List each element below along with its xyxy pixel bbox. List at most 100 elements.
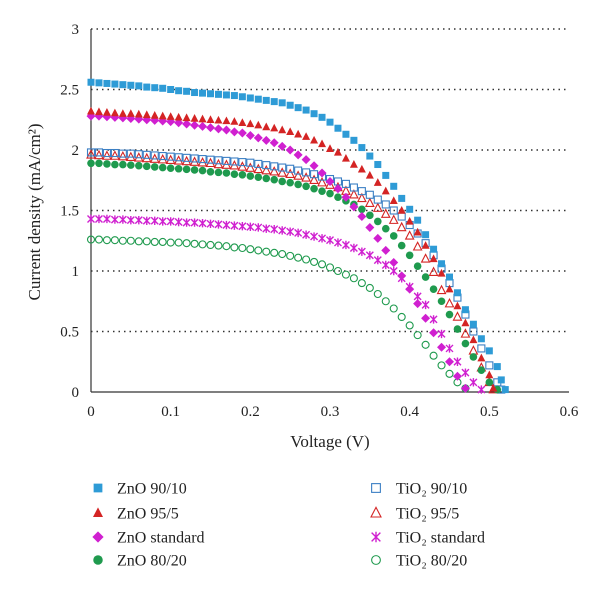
data-point (357, 279, 366, 288)
legend-marker (92, 531, 104, 543)
data-point (119, 160, 127, 169)
data-point (111, 160, 119, 169)
data-point (437, 361, 446, 370)
y-tick-label: 0 (72, 385, 80, 401)
data-point (326, 144, 334, 152)
data-point (373, 233, 383, 243)
data-point (270, 162, 279, 171)
data-point (341, 240, 350, 250)
series-7 (86, 235, 470, 393)
data-point (270, 175, 279, 184)
data-point (381, 224, 390, 233)
data-point (301, 172, 312, 182)
data-point (191, 89, 199, 97)
data-point (414, 216, 422, 224)
data-point (373, 255, 382, 265)
data-point (357, 187, 366, 196)
legend-marker (371, 555, 381, 565)
data-point (87, 78, 95, 86)
data-point (198, 121, 208, 131)
data-point (286, 164, 295, 173)
data-point (302, 132, 311, 140)
data-point (110, 148, 119, 158)
data-point (333, 147, 342, 156)
data-point (413, 262, 422, 270)
data-point (214, 241, 223, 250)
data-point (389, 232, 398, 240)
data-point (245, 162, 256, 172)
data-point (429, 254, 438, 263)
data-point (119, 81, 127, 89)
data-point (469, 353, 478, 361)
data-point (381, 186, 390, 195)
data-point (86, 148, 96, 157)
data-point (126, 149, 135, 158)
data-point (150, 216, 159, 225)
data-point (381, 200, 390, 209)
data-point (341, 270, 350, 279)
x-tick-label: 0.3 (321, 404, 340, 420)
data-point (254, 95, 262, 103)
data-point (445, 357, 454, 367)
data-point (230, 117, 239, 125)
data-point (349, 202, 359, 212)
data-point (166, 238, 175, 247)
data-point (246, 94, 254, 102)
data-point (118, 215, 127, 224)
data-point (238, 243, 247, 253)
data-point (246, 245, 255, 254)
data-point (421, 300, 430, 310)
data-point (461, 368, 470, 377)
x-tick-label: 0.2 (241, 404, 260, 420)
data-point (357, 247, 366, 256)
data-point (261, 164, 272, 175)
y-tick-label: 2 (72, 143, 80, 159)
data-point (159, 84, 167, 92)
data-point (381, 260, 390, 270)
data-point (254, 246, 263, 255)
series-1 (87, 106, 498, 392)
legend-marker (371, 483, 381, 493)
data-point (262, 224, 271, 233)
data-point (438, 260, 446, 268)
data-point (413, 227, 422, 236)
data-point (190, 239, 199, 248)
data-point (126, 236, 135, 245)
data-point (302, 182, 310, 191)
data-point (294, 228, 303, 238)
data-point (198, 166, 207, 175)
data-point (150, 151, 159, 160)
data-point (341, 192, 351, 202)
data-point (111, 80, 119, 88)
data-point (230, 170, 239, 178)
data-point (158, 152, 167, 161)
data-point (102, 236, 111, 245)
x-tick-label: 0.5 (480, 404, 499, 420)
data-point (348, 189, 359, 199)
legend-label: ZnO 80/20 (117, 553, 187, 570)
data-point (182, 119, 192, 129)
series-5 (86, 149, 499, 394)
data-point (365, 190, 374, 199)
data-point (198, 219, 207, 228)
data-point (206, 167, 215, 176)
data-point (412, 241, 423, 251)
data-point (341, 153, 350, 162)
data-point (238, 158, 247, 167)
data-point (453, 325, 462, 333)
data-point (206, 155, 215, 164)
data-point (110, 236, 119, 245)
data-point (270, 98, 278, 106)
data-point (365, 251, 374, 260)
data-point (318, 139, 327, 148)
data-point (373, 289, 382, 299)
data-point (318, 234, 327, 243)
data-point (206, 115, 215, 123)
data-point (446, 273, 453, 281)
data-point (413, 331, 422, 340)
data-point (230, 157, 239, 166)
data-point (134, 237, 143, 246)
data-point (309, 161, 319, 171)
data-point (374, 217, 382, 226)
data-point (158, 237, 167, 247)
